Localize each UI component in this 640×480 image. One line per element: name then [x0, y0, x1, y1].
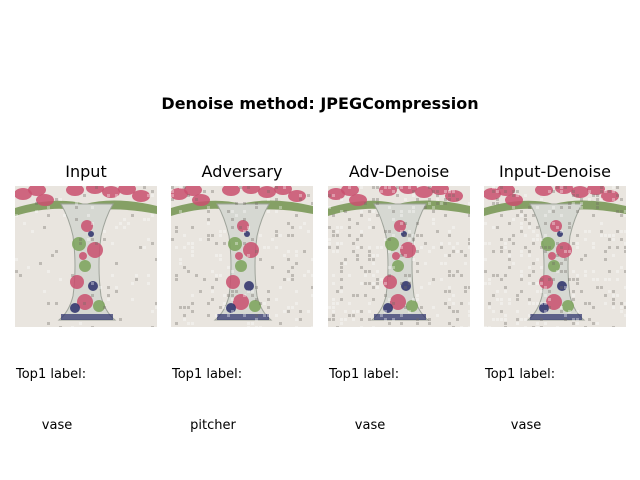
- panel-title: Adv-Denoise: [348, 162, 450, 181]
- vase-image: [484, 186, 626, 327]
- caption-label: Top1 label:: [16, 367, 87, 382]
- vase-picture: [328, 186, 470, 327]
- caption-value: vase: [510, 418, 542, 433]
- caption-label: Top1 label:: [485, 367, 556, 382]
- vase-image: [171, 186, 313, 327]
- vase-picture: [484, 186, 626, 327]
- prediction-caption: Top1 label: vase: [16, 332, 98, 468]
- vase-picture: [15, 186, 157, 327]
- panel-title: Input: [65, 162, 107, 181]
- prediction-caption: Top1 label: pitcher: [172, 332, 254, 468]
- caption-label: Top1 label:: [172, 367, 243, 382]
- caption-value: vase: [354, 418, 386, 433]
- figure-suptitle: Denoise method: JPEGCompression: [161, 94, 479, 113]
- caption-label: Top1 label:: [329, 367, 400, 382]
- vase-picture: [171, 186, 313, 327]
- caption-value: vase: [41, 418, 73, 433]
- vase-image: [15, 186, 157, 327]
- prediction-caption: Top1 label: vase: [329, 332, 411, 468]
- caption-value: pitcher: [190, 418, 236, 433]
- vase-image: [328, 186, 470, 327]
- prediction-caption: Top1 label: vase: [485, 332, 567, 468]
- panel-title: Input-Denoise: [499, 162, 611, 181]
- panel-title: Adversary: [201, 162, 283, 181]
